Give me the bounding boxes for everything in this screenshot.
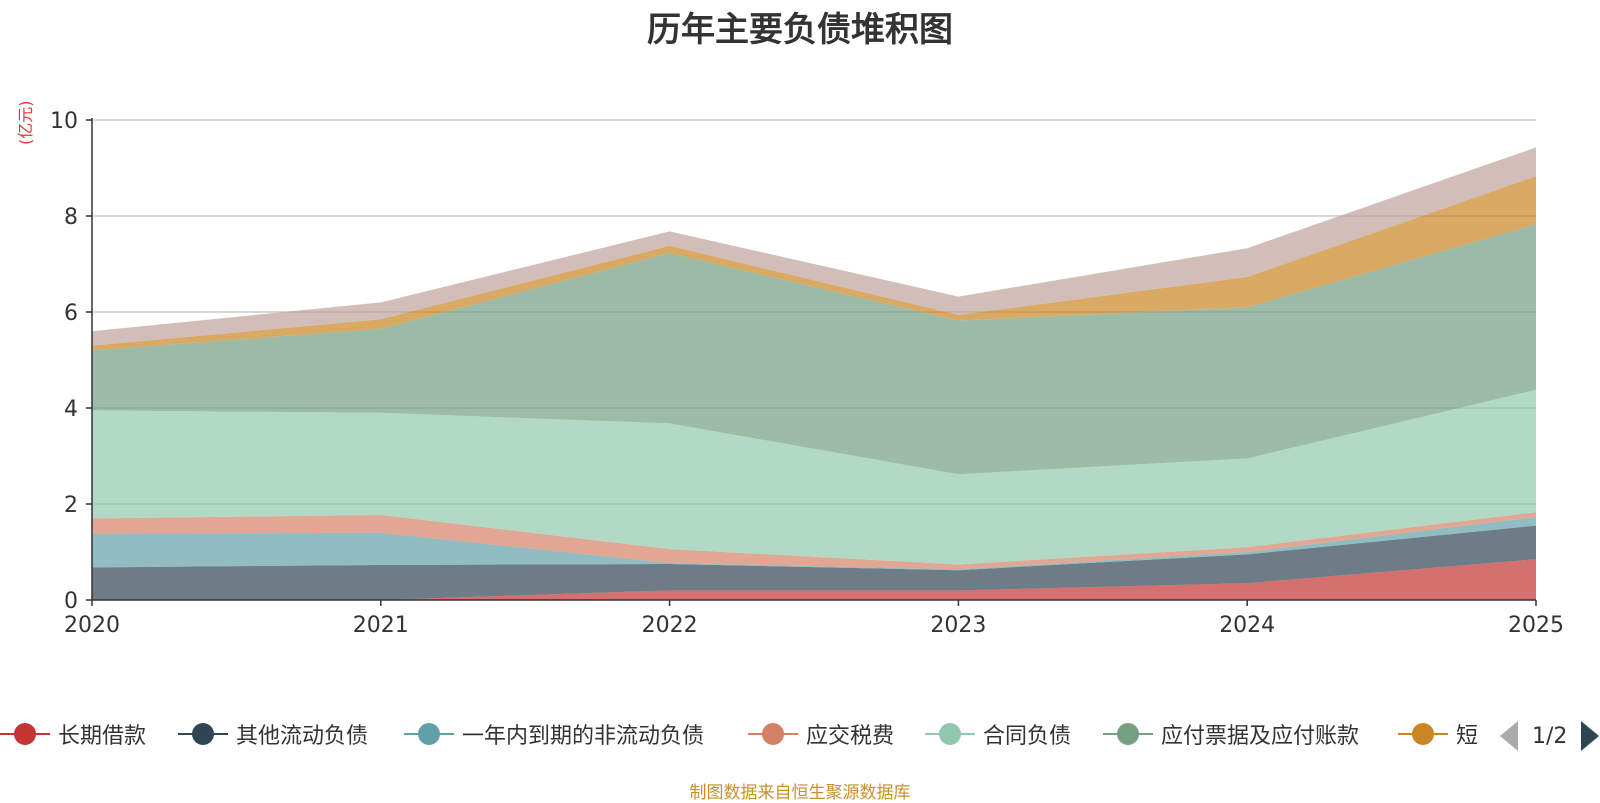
area-series-3[interactable] [92,512,1536,570]
x-tick-label: 2021 [353,613,409,638]
y-tick-label: 4 [64,397,78,422]
legend-pager: 1/2 [1500,716,1600,756]
legend-item[interactable]: 其他流动负债 [178,714,368,754]
x-tick-label: 2020 [64,613,120,638]
legend-label: 一年内到期的非流动负债 [462,724,705,749]
legend-item[interactable]: 一年内到期的非流动负债 [404,714,704,754]
legend-marker-icon [748,714,798,754]
legend-marker-icon [178,714,228,754]
legend-label: 其他流动负债 [236,724,369,749]
area-series-4[interactable] [92,389,1536,565]
legend-marker-icon [404,714,454,754]
y-tick-label: 2 [64,493,78,518]
legend-label: 应付票据及应付账款 [1161,724,1360,749]
area-series-7[interactable] [92,147,1536,346]
area-series-0[interactable] [92,559,1536,600]
x-tick-label: 2022 [642,613,698,638]
axes: 0 2 4 6 8 10 2020 2021 2022 2023 2024 2025 [50,109,1564,638]
x-tick-label: 2024 [1219,613,1275,638]
area-series-1[interactable] [92,525,1536,600]
y-tick-label: 8 [64,205,78,230]
area-series [92,147,1536,600]
source-note: 制图数据来自恒生聚源数据库 [689,783,911,803]
legend-label: 合同负债 [983,724,1072,749]
legend-label: 长期借款 [58,724,147,749]
legend-item[interactable]: 长期借款 [0,714,146,754]
area-series-6[interactable] [92,176,1536,351]
legend-item[interactable]: 短 [1398,714,1478,754]
legend-item[interactable]: 应付票据及应付账款 [1103,714,1359,754]
legend: 长期借款 其他流动负债 一年内到期的非流动负债 应交税费 合同负债 应付票据及应付账款 短 [0,714,1600,754]
legend-item[interactable]: 合同负债 [925,714,1071,754]
legend-item[interactable]: 应交税费 [748,714,894,754]
legend-label: 短 [1456,724,1479,749]
legend-page-indicator: 1/2 [1532,723,1568,749]
legend-next-page-icon[interactable] [1581,721,1600,751]
x-tick-label: 2023 [930,613,986,638]
y-tick-label: 0 [64,589,78,614]
legend-prev-page-icon[interactable] [1500,721,1518,751]
legend-marker-icon [925,714,975,754]
legend-marker-icon [0,714,50,754]
y-tick-label: 6 [64,301,78,326]
chart-title: 历年主要负债堆积图 [647,10,953,50]
area-series-5[interactable] [92,224,1536,475]
legend-marker-icon [1103,714,1153,754]
y-tick-label: 10 [50,109,78,134]
area-series-2[interactable] [92,517,1536,571]
legend-label: 应交税费 [806,724,895,749]
stacked-area-chart: 0 2 4 6 8 10 2020 2021 2022 2023 2024 2025 [50,109,1564,638]
legend-marker-icon [1398,714,1448,754]
x-tick-label: 2025 [1508,613,1564,638]
